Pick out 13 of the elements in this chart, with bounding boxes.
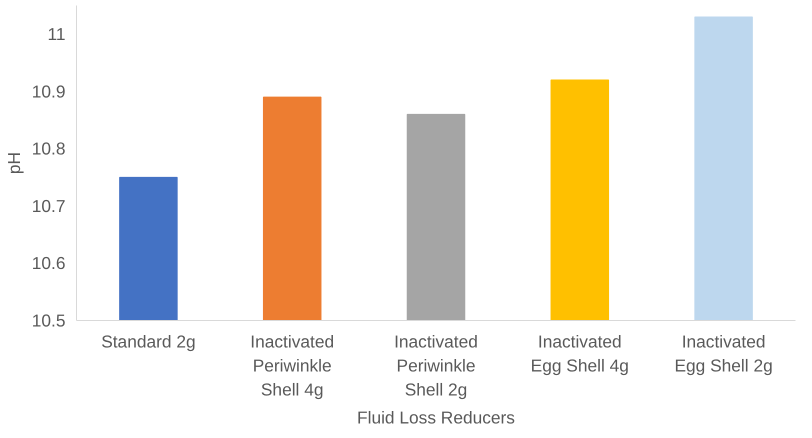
y-axis-title: pH [4,152,24,174]
y-tick-label: 10.5 [32,310,66,330]
x-tick-label: Inactivated Egg Shell 4g [530,332,629,376]
x-tick-label: Inactivated Egg Shell 2g [674,332,773,376]
y-tick-label: 10.7 [32,196,66,216]
x-tick-label: Inactivated Periwinkle Shell 4g [250,332,334,400]
y-tick-label: 10.6 [32,253,66,274]
x-tick-label: Standard 2g [101,332,196,352]
y-tick-label: 10.9 [32,81,66,102]
y-tick-label: 11 [48,24,66,44]
y-tick-label: 10.8 [32,138,66,159]
x-tick-label: Inactivated Periwinkle Shell 2g [394,332,478,400]
x-axis-title: Fluid Loss Reducers [357,408,516,428]
